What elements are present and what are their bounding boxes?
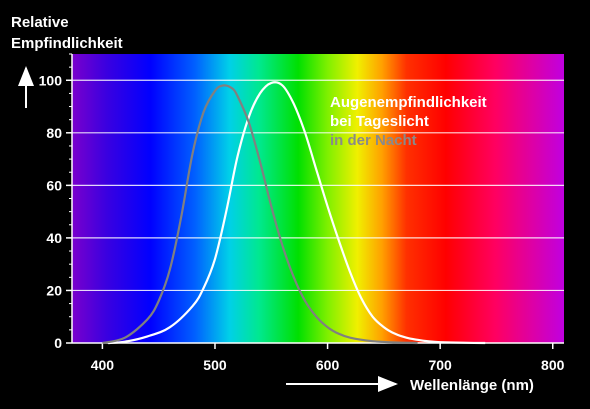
grid-lines bbox=[72, 79, 564, 292]
axes: 0 20 40 60 80 100 400 500 600 700 800 bbox=[39, 53, 565, 373]
y-tick-label: 20 bbox=[46, 282, 62, 298]
y-tick-label: 0 bbox=[54, 335, 62, 351]
x-tick-label: 800 bbox=[541, 357, 565, 373]
x-tick-label: 400 bbox=[91, 357, 115, 373]
x-axis-label: Wellenlänge (nm) bbox=[410, 377, 534, 394]
y-tick-label: 80 bbox=[46, 125, 62, 141]
y-axis-label-line1: Relative bbox=[11, 14, 69, 31]
series-lines bbox=[102, 81, 486, 345]
spectrum-background bbox=[72, 54, 564, 343]
x-tick-label: 600 bbox=[316, 357, 340, 373]
legend-night: in der Nacht bbox=[330, 132, 417, 149]
legend-day-line2: bei Tageslicht bbox=[330, 113, 429, 130]
legend-day-line1: Augenempfindlichkeit bbox=[330, 94, 487, 111]
y-axis-label-line2: Empfindlichkeit bbox=[11, 35, 123, 52]
y-tick-label: 40 bbox=[46, 230, 62, 246]
series-line-night bbox=[102, 84, 418, 345]
y-tick-label: 60 bbox=[46, 177, 62, 193]
series-line-day bbox=[107, 81, 486, 345]
y-tick-label: 100 bbox=[39, 72, 63, 88]
x-tick-label: 500 bbox=[203, 357, 227, 373]
x-tick-label: 700 bbox=[428, 357, 452, 373]
